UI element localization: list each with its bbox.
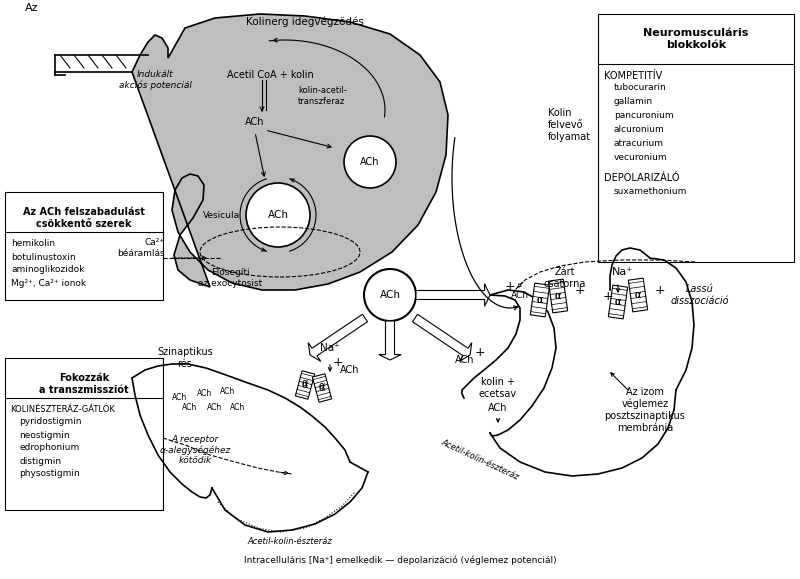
Text: Intracelluláris [Na⁺] emelkedik — depolarizáció (véglemez potenciál): Intracelluláris [Na⁺] emelkedik — depola…	[244, 555, 556, 565]
Text: α: α	[302, 380, 308, 390]
Circle shape	[246, 183, 310, 247]
Text: Ca²⁺
béáramlás: Ca²⁺ béáramlás	[118, 239, 165, 258]
Text: Fokozzák: Fokozzák	[59, 373, 109, 383]
Text: Lassú
disszociáció: Lassú disszociáció	[670, 284, 730, 306]
Bar	[628, 278, 648, 312]
Text: Kolinerg idegvégzödés: Kolinerg idegvégzödés	[246, 17, 364, 27]
Text: Acetil-kolin-észteráz: Acetil-kolin-észteráz	[440, 438, 520, 482]
Text: atracurium: atracurium	[614, 140, 664, 148]
Text: KOLINÉSZTERÁZ-GÁTLÓK: KOLINÉSZTERÁZ-GÁTLÓK	[10, 405, 115, 415]
Text: pancuronium: pancuronium	[614, 112, 674, 120]
Text: α: α	[635, 290, 641, 300]
Text: kolin +
ecetsav: kolin + ecetsav	[479, 377, 517, 399]
Text: pyridostigmin: pyridostigmin	[19, 417, 82, 427]
Text: ACh: ACh	[182, 404, 198, 412]
Polygon shape	[413, 314, 472, 361]
Bar	[598, 14, 794, 262]
Text: vecuronium: vecuronium	[614, 153, 668, 163]
Text: ACh: ACh	[379, 290, 401, 300]
Text: ACh: ACh	[172, 394, 188, 402]
Text: botulinustoxin: botulinustoxin	[11, 252, 76, 262]
Text: Elösegíti
az exocytosist: Elösegíti az exocytosist	[198, 268, 262, 288]
Bar	[530, 283, 550, 317]
Text: KOMPETITÍV: KOMPETITÍV	[604, 71, 662, 81]
Bar	[5, 192, 163, 300]
Text: α: α	[615, 297, 621, 307]
Text: Na⁺: Na⁺	[612, 267, 633, 277]
Text: Acetil CoA + kolin: Acetil CoA + kolin	[226, 70, 314, 80]
Text: α: α	[615, 297, 621, 307]
Bar	[608, 285, 628, 319]
Text: neostigmin: neostigmin	[19, 431, 70, 439]
Text: edrophonium: edrophonium	[19, 444, 79, 453]
Text: α: α	[319, 381, 325, 391]
Text: Vesicula: Vesicula	[203, 211, 240, 219]
Text: tubocurarin: tubocurarin	[614, 83, 666, 93]
Text: +: +	[333, 356, 343, 368]
Text: α: α	[555, 291, 561, 301]
Text: +: +	[602, 290, 614, 302]
Text: ACh: ACh	[230, 404, 246, 412]
Text: α: α	[555, 291, 561, 301]
Text: gallamin: gallamin	[614, 97, 653, 107]
Circle shape	[344, 136, 396, 188]
Polygon shape	[378, 321, 402, 360]
Text: ACh: ACh	[360, 157, 380, 167]
Text: kolin-acetil-
transzferaz: kolin-acetil- transzferaz	[298, 86, 347, 106]
Text: +: +	[574, 284, 586, 296]
Text: Az izom
véglemez
posztszinaptikus
membránja: Az izom véglemez posztszinaptikus membrá…	[605, 387, 686, 433]
Text: distigmin: distigmin	[19, 456, 61, 466]
Text: α: α	[635, 290, 641, 300]
Text: α: α	[319, 383, 325, 393]
Text: Indukált
akciós potenciál: Indukált akciós potenciál	[118, 70, 191, 90]
Text: Neuromusculáris
blokkolók: Neuromusculáris blokkolók	[643, 28, 749, 50]
Text: ACh: ACh	[267, 210, 289, 220]
Text: Az: Az	[25, 3, 38, 13]
Text: α: α	[537, 295, 543, 305]
Text: +: +	[505, 280, 515, 294]
Text: A receptor
α-alegységéhez
kötödik: A receptor α-alegységéhez kötödik	[159, 435, 230, 465]
Text: ACh: ACh	[340, 365, 360, 375]
Text: aminoglikozidok: aminoglikozidok	[11, 266, 84, 274]
Bar	[295, 371, 314, 400]
Text: +: +	[474, 346, 486, 358]
Polygon shape	[416, 284, 490, 306]
Text: suxamethonium: suxamethonium	[614, 188, 687, 196]
Circle shape	[364, 269, 416, 321]
Bar	[5, 358, 163, 510]
Text: ACh: ACh	[455, 355, 474, 365]
Polygon shape	[308, 314, 367, 361]
Bar	[312, 374, 332, 402]
Text: ACh: ACh	[488, 403, 508, 413]
Bar	[548, 279, 568, 313]
Text: +: +	[654, 284, 666, 296]
Text: Acetil-kolin-észteráz: Acetil-kolin-észteráz	[248, 537, 332, 547]
Text: physostigmin: physostigmin	[19, 470, 80, 478]
Text: ACh: ACh	[220, 387, 236, 397]
Text: ACh: ACh	[198, 390, 213, 398]
Polygon shape	[132, 14, 448, 290]
Text: alcuronium: alcuronium	[614, 126, 665, 134]
Text: α: α	[537, 295, 543, 305]
Text: Na⁺: Na⁺	[320, 343, 340, 353]
Text: α: α	[302, 378, 308, 388]
Text: a transzmissziót: a transzmissziót	[39, 385, 129, 395]
Text: hemikolin: hemikolin	[11, 240, 55, 248]
Text: csökkentő szerek: csökkentő szerek	[36, 219, 132, 229]
Text: Zárt
csatorna: Zárt csatorna	[544, 267, 586, 289]
Text: DEPOLARIZÁLÓ: DEPOLARIZÁLÓ	[604, 173, 679, 183]
Text: Szinaptikus
rés: Szinaptikus rés	[157, 347, 213, 369]
Text: Kolin
felvevő
folyamat: Kolin felvevő folyamat	[548, 108, 591, 142]
Text: Az ACh felszabadulást: Az ACh felszabadulást	[23, 207, 145, 217]
Text: ACh: ACh	[207, 404, 222, 412]
Text: ACh: ACh	[511, 291, 529, 301]
Text: ACh: ACh	[246, 117, 265, 127]
Text: Mg²⁺, Ca²⁺ ionok: Mg²⁺, Ca²⁺ ionok	[11, 278, 86, 288]
